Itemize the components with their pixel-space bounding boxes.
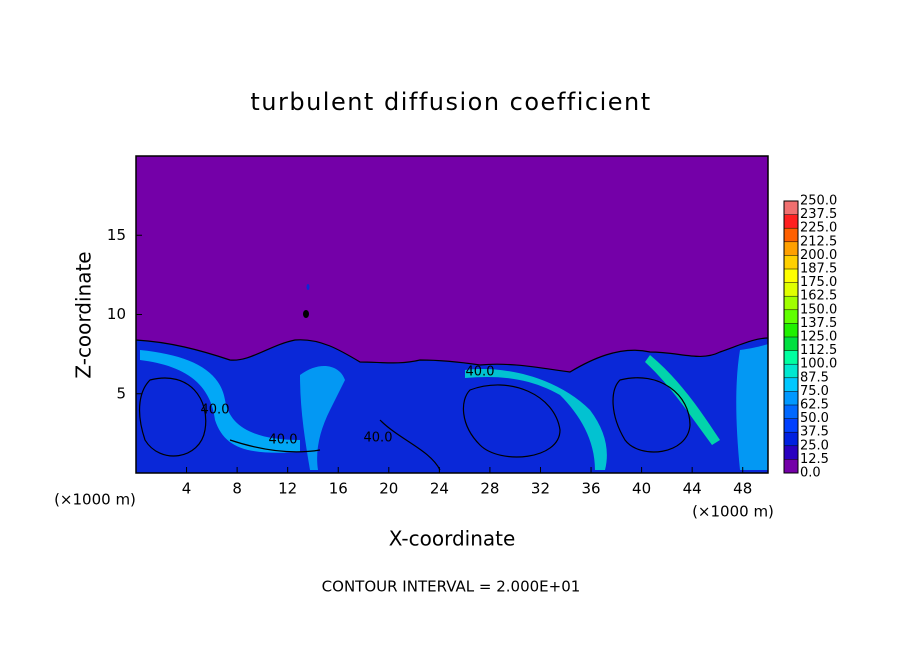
- colorbar-label: 150.0: [800, 302, 837, 317]
- colorbar-bin: [784, 269, 798, 283]
- colorbar-label: 100.0: [800, 357, 837, 372]
- contour-label: 40.0: [269, 433, 298, 448]
- x-tick-label: 48: [733, 480, 752, 498]
- field-streak: [736, 344, 768, 470]
- colorbar-bin: [784, 255, 798, 269]
- x-tick-label: 4: [182, 480, 192, 498]
- colorbar-label: 62.5: [800, 398, 829, 413]
- colorbar-bin: [784, 364, 798, 378]
- colorbar-label: 137.5: [800, 316, 837, 331]
- colorbar-label: 175.0: [800, 275, 837, 290]
- colorbar-bin: [784, 391, 798, 405]
- colorbar-label: 250.0: [800, 194, 837, 209]
- colorbar-bin: [784, 323, 798, 337]
- colorbar-label: 162.5: [800, 289, 837, 304]
- y-tick-label: 10: [107, 305, 126, 323]
- colorbar-label: 200.0: [800, 248, 837, 263]
- colorbar-bin: [784, 432, 798, 446]
- x-tick-label: 24: [430, 480, 449, 498]
- y-axis-title: Z-coordinate: [72, 251, 96, 378]
- colorbar-label: 87.5: [800, 370, 829, 385]
- x-unit-label: (×1000 m): [54, 491, 136, 509]
- x-tick-label: 28: [480, 480, 499, 498]
- y-tick-label: 15: [107, 226, 126, 244]
- colorbar-label: 112.5: [800, 343, 837, 358]
- x-axis-title: X-coordinate: [389, 527, 516, 551]
- colorbar-bin: [784, 282, 798, 297]
- colorbar-label: 50.0: [800, 411, 829, 426]
- y-tick-label: 5: [116, 384, 126, 402]
- colorbar-bin: [784, 201, 798, 215]
- colorbar-label: 125.0: [800, 330, 837, 345]
- colorbar-label: 12.5: [800, 452, 829, 467]
- colorbar-label: 237.5: [800, 207, 837, 222]
- chart-title: turbulent diffusion coefficient: [250, 88, 651, 116]
- x-tick-label: 8: [232, 480, 242, 498]
- colorbar-bin: [784, 228, 798, 242]
- colorbar-bin: [784, 445, 798, 460]
- colorbar-label: 225.0: [800, 221, 837, 236]
- contour-label: 40.0: [201, 403, 230, 418]
- colorbar-label: 0.0: [800, 466, 821, 481]
- field-streak: [140, 350, 300, 453]
- x-tick-label: 40: [632, 480, 651, 498]
- field-region: [136, 338, 768, 473]
- x-unit-label: (×1000 m): [692, 503, 774, 521]
- x-tick-label: 44: [683, 480, 702, 498]
- colorbar-label: 187.5: [800, 262, 837, 277]
- colorbar-bin: [784, 214, 798, 229]
- contour-label: 40.0: [466, 365, 495, 380]
- x-tick-label: 12: [278, 480, 297, 498]
- field-spot: [306, 284, 310, 290]
- colorbar-bin: [784, 459, 798, 473]
- x-tick-label: 36: [581, 480, 600, 498]
- x-tick-label: 32: [531, 480, 550, 498]
- field-streak: [300, 365, 345, 470]
- colorbar-label: 37.5: [800, 425, 829, 440]
- colorbar-bin: [784, 296, 798, 310]
- colorbar-bin: [784, 309, 798, 324]
- contour-lines: [135, 337, 769, 471]
- colorbar-bin: [784, 337, 798, 351]
- x-tick-label: 20: [379, 480, 398, 498]
- colorbar-bin: [784, 405, 798, 419]
- colorbar-bin: [784, 241, 798, 256]
- colorbar-label: 75.0: [800, 384, 829, 399]
- colorbar-label: 25.0: [800, 438, 829, 453]
- field-spot: [303, 310, 309, 318]
- colorbar-bin: [784, 350, 798, 365]
- colorbar-bin: [784, 377, 798, 392]
- field: [135, 156, 769, 473]
- contour-label: 40.0: [364, 431, 393, 446]
- colorbar-bin: [784, 418, 798, 433]
- footnote: CONTOUR INTERVAL = 2.000E+01: [322, 578, 581, 596]
- x-tick-label: 16: [329, 480, 348, 498]
- colorbar-label: 212.5: [800, 234, 837, 249]
